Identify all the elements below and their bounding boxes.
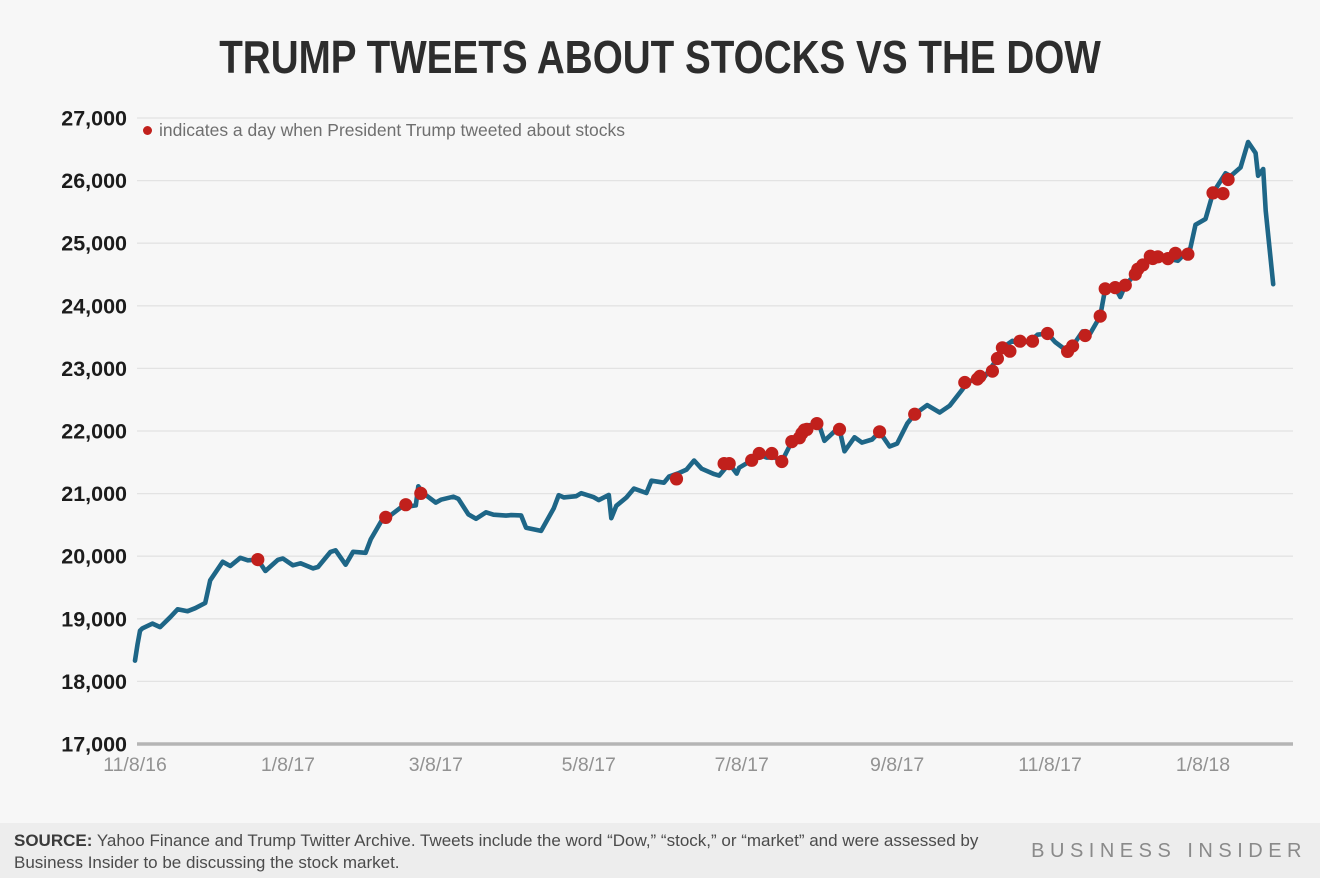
tweet-day-dot bbox=[958, 375, 972, 390]
tweet-day-dot bbox=[765, 446, 779, 461]
dow-line-chart: 27,000 26,000 25,000 24,000 23,000 22,000 21,0… bbox=[61, 107, 1293, 776]
x-axis-label: 5/8/17 bbox=[562, 754, 616, 776]
tweet-day-dot bbox=[414, 486, 428, 500]
chart-legend: indicates a day when President Trump twe… bbox=[143, 120, 625, 141]
tweet-day-dot bbox=[832, 422, 847, 436]
business-insider-logo: BUSINESS INSIDER bbox=[1031, 840, 1307, 862]
footer-bar: SOURCE: Yahoo Finance and Trump Twitter … bbox=[0, 823, 1320, 878]
tweet-day-dot bbox=[669, 472, 684, 486]
x-axis-label: 3/8/17 bbox=[409, 754, 463, 776]
tweet-day-dot bbox=[379, 510, 393, 524]
dow-line bbox=[132, 139, 1276, 663]
tweet-day-dot bbox=[1025, 334, 1040, 348]
page-title: TRUMP TWEETS ABOUT STOCKS VS THE DOW bbox=[219, 31, 1101, 83]
tweet-day-dot bbox=[810, 417, 824, 431]
tweet-day-dot bbox=[1040, 326, 1055, 341]
legend-label: indicates a day when President Trump twe… bbox=[159, 120, 625, 140]
tweet-day-dot bbox=[990, 351, 1005, 366]
tweet-day-dot bbox=[1168, 246, 1182, 260]
y-axis-label: 22,000 bbox=[61, 420, 127, 444]
x-axis-label: 11/8/17 bbox=[1018, 754, 1082, 776]
y-axis-label: 17,000 bbox=[61, 733, 127, 757]
tweet-day-dot bbox=[1013, 334, 1027, 348]
tweet-day-dot bbox=[775, 454, 789, 469]
y-axis-label: 19,000 bbox=[61, 607, 127, 631]
x-axis-label: 1/8/18 bbox=[1176, 754, 1230, 776]
tweet-day-dot bbox=[752, 446, 766, 461]
tweet-day-dot bbox=[1206, 186, 1220, 200]
tweet-day-dot bbox=[1078, 328, 1092, 343]
tweet-day-dot bbox=[873, 425, 887, 439]
y-axis-label: 24,000 bbox=[61, 294, 127, 318]
y-axis-label: 25,000 bbox=[61, 232, 127, 256]
x-axis-label: 7/8/17 bbox=[715, 754, 769, 776]
x-axis-label: 1/8/17 bbox=[261, 754, 315, 776]
tweet-day-dot bbox=[1216, 187, 1230, 201]
source-label: SOURCE: bbox=[14, 831, 93, 850]
tweet-day-dot bbox=[1093, 309, 1107, 323]
tweet-day-dot bbox=[973, 369, 987, 383]
source-note: SOURCE: Yahoo Finance and Trump Twitter … bbox=[14, 830, 999, 873]
tweet-day-dot bbox=[1118, 278, 1132, 292]
x-axis-label: 9/8/17 bbox=[870, 754, 924, 776]
source-text: Yahoo Finance and Trump Twitter Archive.… bbox=[14, 831, 979, 872]
tweet-day-dot bbox=[399, 498, 413, 512]
x-axis-label: 11/8/16 bbox=[103, 754, 167, 776]
y-axis-label: 18,000 bbox=[61, 670, 127, 694]
tweet-day-dot bbox=[985, 364, 1000, 378]
tweet-day-dot bbox=[1098, 282, 1112, 296]
y-axis-label: 27,000 bbox=[61, 107, 127, 131]
y-axis-label: 21,000 bbox=[61, 482, 127, 506]
y-axis-label: 23,000 bbox=[61, 357, 127, 381]
tweet-day-dot bbox=[908, 407, 922, 421]
tweet-day-dot bbox=[1108, 281, 1122, 295]
tweet-day-legend-dot-icon bbox=[143, 126, 152, 135]
tweet-day-dot bbox=[1003, 344, 1017, 358]
tweet-day-dot bbox=[722, 457, 736, 471]
tweet-day-dot bbox=[1181, 247, 1195, 261]
tweet-day-dot bbox=[1221, 172, 1235, 187]
tweet-day-dot bbox=[1136, 258, 1150, 272]
tweet-day-dot bbox=[251, 553, 265, 567]
y-axis-label: 26,000 bbox=[61, 169, 127, 193]
tweet-day-dot bbox=[800, 422, 814, 436]
y-axis-label: 20,000 bbox=[61, 545, 127, 569]
tweet-day-dot bbox=[1066, 339, 1080, 353]
tweet-day-dot bbox=[1151, 250, 1165, 264]
